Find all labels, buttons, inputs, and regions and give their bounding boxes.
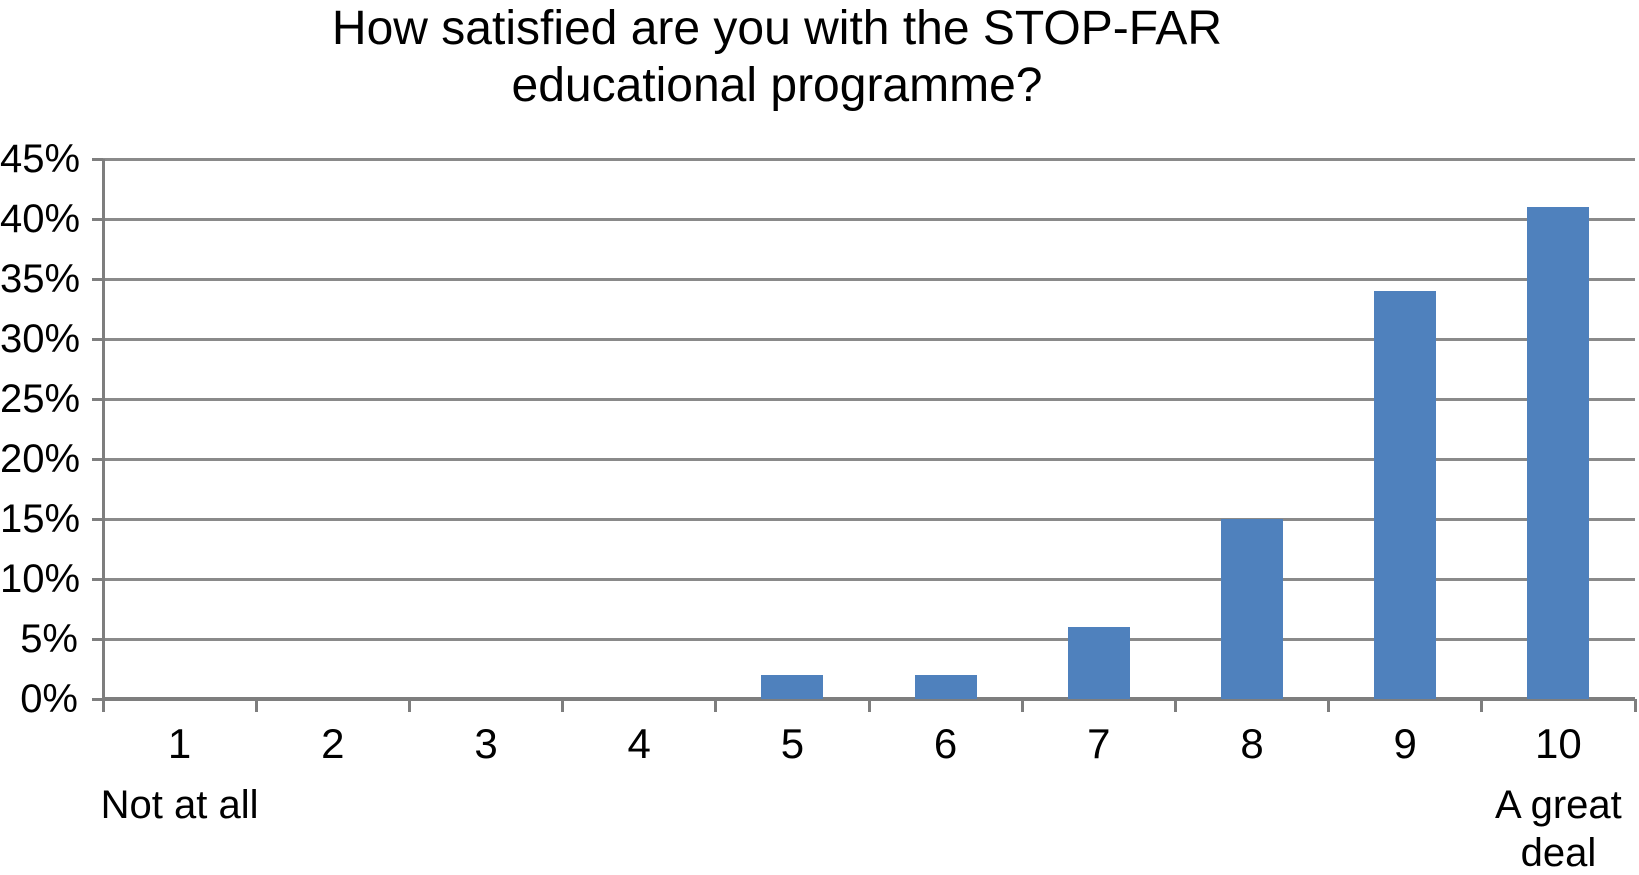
bar-10: [1527, 207, 1590, 699]
gridline-40: [103, 217, 1635, 221]
plot-area: 0% 5% 10% 15% 20% 25% 30% 35% 40% 45% 1 2 3 4 5 6 7 8 9 10 N…: [0, 137, 1637, 875]
gridline-5: [103, 637, 1635, 641]
bar-9: [1374, 291, 1437, 699]
bar-5: [761, 675, 824, 699]
chart-title: How satisfied are you with the STOP-FAR …: [0, 0, 1554, 114]
x-axis-tick-6: [1020, 699, 1024, 712]
gridline-30: [103, 337, 1635, 341]
y-axis-tick-10: [92, 577, 103, 581]
x-axis-tick-10: [1633, 699, 1637, 712]
x-axis-tick-4: [714, 699, 718, 712]
y-axis-tick-20: [92, 457, 103, 461]
y-axis-label-5: 5%: [20, 617, 78, 661]
x-axis-label-5: 5: [780, 720, 805, 767]
chart-title-line2: educational programme?: [511, 59, 1043, 112]
x-axis-tick-2: [407, 699, 411, 712]
y-axis-line: [101, 159, 105, 712]
y-axis-label-30: 30%: [0, 317, 81, 361]
bar-7: [1067, 627, 1130, 699]
x-axis-tick-1: [254, 699, 258, 712]
y-axis-tick-45: [92, 157, 103, 161]
x-axis-sublabel-10: A great deal: [1495, 783, 1622, 875]
x-axis-label-3: 3: [474, 720, 498, 767]
x-axis-label-1: 1: [167, 720, 192, 767]
y-axis-tick-35: [92, 277, 103, 281]
y-axis-tick-25: [92, 397, 103, 401]
x-axis-tick-5: [867, 699, 871, 712]
bar-8: [1221, 519, 1283, 699]
gridline-20: [103, 457, 1635, 461]
y-axis-label-35: 35%: [0, 257, 81, 301]
x-axis-label-7: 7: [1087, 720, 1111, 767]
x-axis-tick-8: [1327, 699, 1331, 712]
x-axis-label-10: 10: [1535, 720, 1582, 767]
x-axis-tick-0: [101, 699, 105, 712]
bar-6: [914, 675, 977, 699]
x-axis-label-2: 2: [321, 720, 345, 767]
y-axis-label-20: 20%: [0, 437, 81, 481]
x-axis-tick-9: [1480, 699, 1484, 712]
chart-title-line1: How satisfied are you with the STOP-FAR: [331, 2, 1223, 55]
y-axis-tick-0: [92, 697, 103, 701]
y-axis-label-0: 0%: [20, 677, 78, 721]
y-axis-tick-15: [92, 517, 103, 521]
x-axis-label-4: 4: [627, 720, 651, 767]
x-axis-label-8: 8: [1240, 720, 1264, 767]
y-axis-label-25: 25%: [0, 377, 81, 421]
x-axis-label-9: 9: [1393, 720, 1417, 767]
gridline-15: [103, 517, 1635, 521]
y-axis-tick-40: [92, 217, 103, 221]
y-axis-label-45: 45%: [0, 137, 81, 181]
x-axis-sublabel-1: Not at all: [100, 783, 259, 827]
y-axis-label-40: 40%: [0, 197, 81, 241]
y-axis-tick-5: [92, 637, 103, 641]
gridline-35: [103, 277, 1635, 281]
y-axis-label-10: 10%: [0, 557, 81, 601]
x-axis-tick-7: [1173, 699, 1177, 712]
y-axis-tick-30: [92, 337, 103, 341]
x-axis-label-6: 6: [933, 720, 958, 767]
gridline-25: [103, 397, 1635, 401]
gridline-10: [103, 577, 1635, 581]
y-axis-label-15: 15%: [0, 497, 81, 541]
x-axis-tick-3: [561, 699, 565, 712]
gridline-45: [103, 157, 1635, 161]
